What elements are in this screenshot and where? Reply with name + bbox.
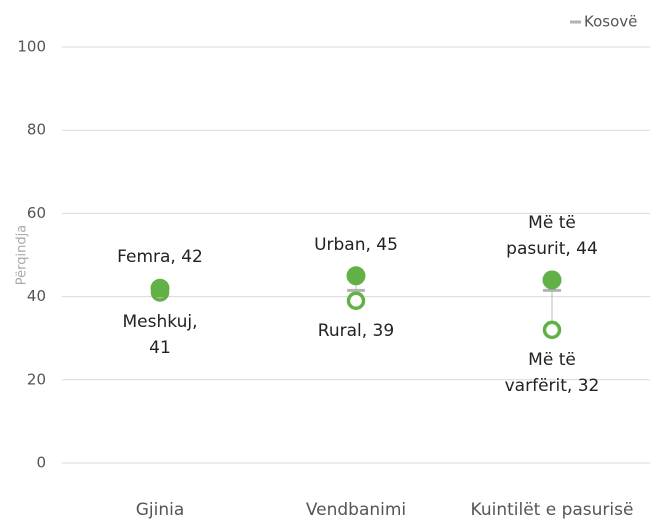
value-label-low: Rural, 39	[317, 320, 395, 341]
dot-high	[346, 266, 366, 286]
y-tick-label: 40	[27, 287, 46, 305]
value-label-high: Urban, 45	[314, 234, 398, 255]
dot-low	[542, 320, 562, 340]
x-tick-label: Kuintilët e pasurisë	[471, 500, 634, 520]
dot-high	[150, 278, 170, 298]
y-tick-label: 20	[27, 370, 46, 388]
value-label-high: Femra, 42	[117, 247, 203, 268]
value-label-low: Meshkuj, 41	[122, 312, 198, 359]
dot-high	[542, 270, 562, 290]
dot-low	[346, 291, 366, 311]
y-tick-label: 100	[17, 38, 46, 56]
value-label-low: Më të varfërit, 32	[504, 349, 600, 396]
legend-label: Kosovë	[584, 13, 637, 31]
y-tick-label: 80	[27, 121, 46, 139]
x-tick-label: Gjinia	[136, 500, 185, 520]
x-tick-label: Vendbanimi	[306, 500, 406, 520]
y-tick-label: 60	[27, 204, 46, 222]
value-label-high: Më të pasurit, 44	[506, 212, 598, 259]
y-tick-label: 0	[36, 454, 46, 472]
y-axis-label: Përqindja	[15, 225, 30, 285]
